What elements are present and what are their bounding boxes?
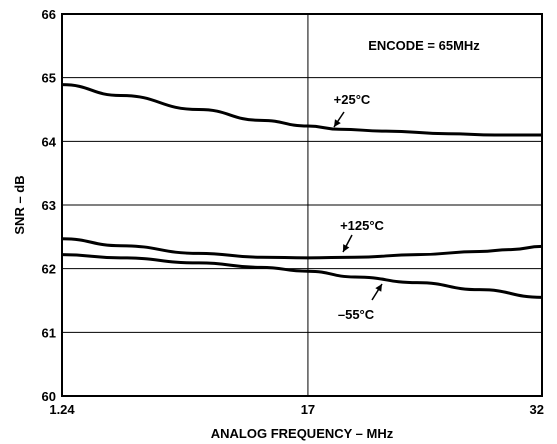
x-tick-label: 1.24 bbox=[49, 402, 75, 417]
y-tick-label: 66 bbox=[42, 7, 56, 22]
y-axis-title: SNR – dB bbox=[12, 175, 27, 234]
y-tick-label: 61 bbox=[42, 325, 56, 340]
y-tick-label: 60 bbox=[42, 389, 56, 404]
annotations: ENCODE = 65MHz +25°C +125°C –55°C bbox=[333, 38, 480, 322]
x-tick-label: 32 bbox=[530, 402, 544, 417]
encode-annotation: ENCODE = 65MHz bbox=[368, 38, 480, 53]
y-tick-label: 65 bbox=[42, 71, 56, 86]
label-plus-25c-arrow-head bbox=[334, 119, 341, 127]
x-tick-labels: 1.24 17 32 bbox=[49, 402, 544, 417]
series-line-minus-55c bbox=[61, 253, 543, 299]
plot-frame bbox=[61, 13, 543, 397]
label-minus-55c-arrow-head bbox=[375, 284, 382, 292]
x-tick-label: 17 bbox=[301, 402, 315, 417]
y-tick-labels: 60 61 62 63 64 65 66 bbox=[42, 7, 57, 404]
y-tick-label: 64 bbox=[42, 134, 57, 149]
x-axis-title: ANALOG FREQUENCY – MHz bbox=[211, 426, 394, 441]
label-plus-25c: +25°C bbox=[334, 92, 371, 107]
grid bbox=[62, 14, 542, 396]
y-tick-label: 62 bbox=[42, 262, 56, 277]
label-plus-125c: +125°C bbox=[340, 218, 384, 233]
y-tick-label: 63 bbox=[42, 198, 56, 213]
label-minus-55c: –55°C bbox=[338, 307, 375, 322]
series-line-plus-125c bbox=[61, 237, 543, 260]
series-line-plus-25c bbox=[61, 83, 542, 137]
label-plus-125c-arrow-head bbox=[343, 244, 350, 252]
series-lines bbox=[61, 83, 543, 299]
